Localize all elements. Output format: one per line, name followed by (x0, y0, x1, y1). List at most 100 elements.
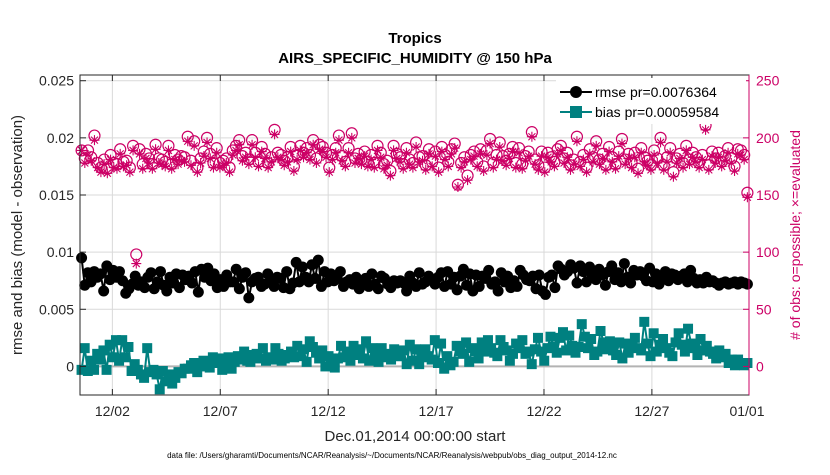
obs-evaluated-point (462, 175, 473, 186)
bias-point (742, 358, 753, 368)
bias-point (532, 332, 543, 343)
rmse-point (173, 282, 185, 294)
bias-point (679, 346, 690, 357)
obs-evaluated-point (304, 154, 315, 165)
obs-evaluated-point (546, 156, 557, 167)
obs-evaluated-point (658, 164, 669, 175)
bias-point (545, 331, 556, 342)
bias-point (504, 355, 515, 366)
obs-evaluated-point (684, 159, 695, 170)
bias-point (89, 364, 100, 375)
bias-point (711, 353, 722, 364)
rmse-point (113, 266, 125, 278)
bias-point (364, 355, 375, 366)
obs-evaluated-point (526, 131, 537, 142)
bias-point (579, 331, 590, 342)
bias-point (429, 335, 440, 346)
rmse-point (233, 283, 245, 295)
obs-evaluated-point (707, 151, 718, 162)
rmse-point (571, 277, 583, 289)
rmse-point (240, 267, 252, 279)
bias-point (667, 351, 678, 362)
obs-evaluated-point (436, 146, 447, 157)
y-tick-label: 0.02 (47, 130, 74, 146)
bias-point (567, 340, 578, 351)
obs-evaluated-point (584, 148, 595, 159)
x-tick-label: 12/12 (311, 403, 346, 419)
bias-point (645, 351, 656, 362)
bias-point (101, 364, 112, 375)
obs-evaluated-point (555, 145, 566, 156)
bias-point (204, 362, 215, 373)
obs-evaluated-point (678, 162, 689, 173)
obs-evaluated-point (485, 138, 496, 149)
bias-point (348, 340, 359, 351)
bias-point (676, 339, 687, 350)
bias-point (542, 343, 553, 354)
rmse-point (98, 285, 110, 297)
obs-evaluated-point (317, 146, 328, 157)
bias-point (492, 351, 503, 362)
rmse-point (139, 282, 151, 294)
chart-title: Tropics (388, 30, 441, 47)
bias-point (254, 353, 265, 364)
y-right-tick-label: 100 (756, 244, 780, 260)
obs-evaluated-point (205, 153, 216, 164)
rmse-point (186, 277, 198, 289)
bias-point (292, 340, 303, 351)
bias-point (354, 344, 365, 355)
obs-evaluated-point (517, 163, 528, 174)
obs-evaluated-point (423, 148, 434, 159)
bias-point (139, 372, 150, 383)
bias-point (479, 346, 490, 357)
obs-evaluated-point (739, 154, 750, 165)
x-tick-label: 12/17 (419, 403, 454, 419)
bias-point (389, 344, 400, 355)
obs-evaluated-point (224, 167, 235, 178)
obs-evaluated-point (549, 161, 560, 172)
obs-evaluated-point (719, 155, 730, 166)
obs-evaluated-point (140, 153, 151, 164)
rmse-point (192, 286, 204, 298)
bias-point (448, 356, 459, 367)
bias-point (517, 335, 528, 346)
bias-point (620, 338, 631, 349)
obs-evaluated-point (333, 135, 344, 146)
bias-point (351, 350, 362, 360)
obs-evaluated-point (642, 160, 653, 171)
obs-evaluated-point (703, 164, 714, 175)
series-circle (76, 252, 753, 304)
bias-point (729, 360, 740, 371)
bias-point (611, 350, 622, 360)
obs-evaluated-point (276, 154, 287, 165)
bias-point (273, 348, 284, 359)
bias-point (614, 337, 625, 348)
y-right-tick-label: 0 (756, 358, 764, 374)
obs-evaluated-point (230, 145, 241, 156)
bias-point (107, 352, 118, 363)
obs-evaluated-point (507, 146, 518, 157)
obs-evaluated-point (327, 154, 338, 165)
obs-evaluated-point (494, 142, 505, 152)
bias-point (461, 337, 472, 348)
obs-evaluated-point (128, 145, 139, 156)
bias-point (639, 316, 650, 327)
obs-evaluated-point (292, 154, 303, 165)
rmse-point (618, 258, 630, 270)
rmse-point (117, 275, 129, 287)
x-tick-label: 12/22 (526, 403, 561, 419)
bias-point (451, 340, 462, 351)
bias-point (586, 334, 597, 344)
bias-point (217, 364, 228, 375)
rmse-point (489, 276, 501, 288)
obs-evaluated-point (542, 152, 553, 163)
obs-evaluated-point (330, 147, 341, 158)
obs-evaluated-point (76, 145, 87, 156)
bias-point (592, 346, 603, 357)
obs-evaluated-point (198, 151, 209, 162)
bias-point (692, 350, 703, 360)
rmse-point (154, 266, 166, 278)
obs-evaluated-point (501, 160, 512, 171)
obs-evaluated-point (160, 161, 171, 172)
